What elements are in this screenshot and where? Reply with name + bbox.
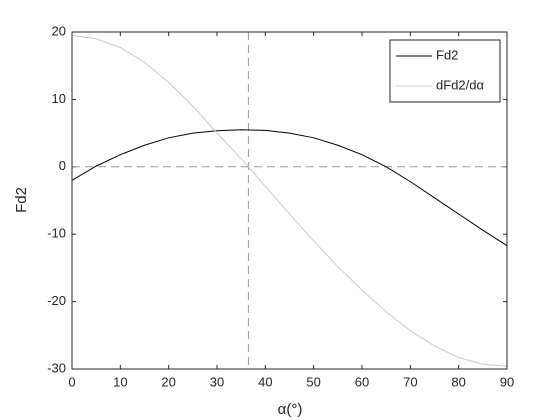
x-tick-label: 80 <box>451 374 465 389</box>
x-tick-label: 50 <box>306 374 320 389</box>
y-axis-label: Fd2 <box>13 187 30 213</box>
y-tick-label: 10 <box>52 91 66 106</box>
y-tick-label: -30 <box>47 360 66 375</box>
y-tick-label: -20 <box>47 293 66 308</box>
x-tick-label: 10 <box>113 374 127 389</box>
y-tick-label: 20 <box>52 23 66 38</box>
legend-box <box>389 39 501 103</box>
y-tick-label: -10 <box>47 226 66 241</box>
series-line <box>71 129 508 247</box>
x-tick-label: 40 <box>258 374 272 389</box>
x-axis-label: α(°) <box>278 401 303 418</box>
x-tick-label: 30 <box>210 374 224 389</box>
x-tick-label: 20 <box>161 374 175 389</box>
legend-label: dFd2/dα <box>436 77 484 92</box>
x-tick-label: 70 <box>403 374 417 389</box>
axes-box <box>71 31 508 370</box>
series-line <box>71 34 508 367</box>
legend-label: Fd2 <box>436 47 458 62</box>
x-tick-label: 0 <box>68 374 75 389</box>
x-tick-label: 60 <box>355 374 369 389</box>
y-tick-label: 0 <box>59 158 66 173</box>
x-tick-label: 90 <box>500 374 514 389</box>
